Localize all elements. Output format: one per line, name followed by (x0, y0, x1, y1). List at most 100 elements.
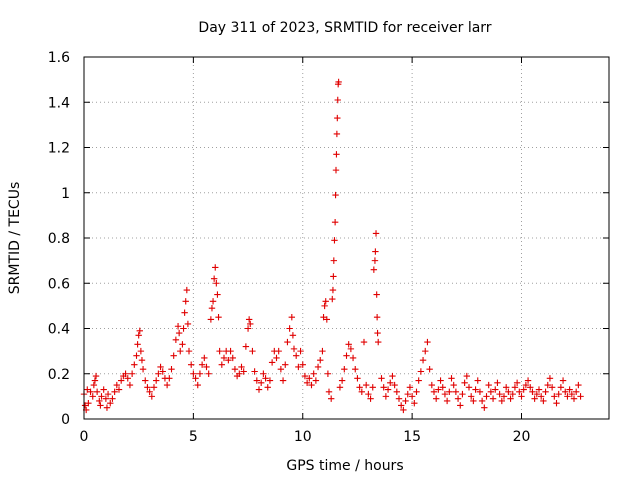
data-point (117, 377, 125, 384)
data-point (395, 395, 403, 402)
data-point (196, 370, 204, 377)
data-point (463, 372, 471, 380)
x-tick-label: 20 (513, 429, 531, 445)
data-point (142, 377, 149, 384)
data-point (323, 316, 331, 323)
data-point (100, 386, 107, 393)
data-point (535, 386, 543, 393)
data-point (483, 393, 490, 400)
data-point (331, 237, 338, 244)
data-point (454, 395, 462, 402)
y-tick-label: 0.4 (48, 322, 70, 338)
data-point (465, 384, 473, 391)
data-point (319, 347, 326, 355)
data-point (380, 384, 387, 391)
data-point (214, 291, 221, 298)
data-point (229, 354, 236, 362)
data-point (564, 393, 571, 400)
data-point (335, 78, 342, 86)
data-point (372, 230, 380, 237)
data-point (115, 386, 123, 393)
y-tick-label: 0.2 (48, 367, 70, 383)
data-point (207, 316, 215, 323)
data-point (268, 359, 276, 366)
data-point (441, 390, 449, 398)
data-point (97, 402, 104, 409)
data-point (277, 366, 285, 373)
data-point (540, 397, 547, 405)
data-point (367, 395, 374, 402)
data-point (327, 395, 335, 402)
data-point (428, 381, 436, 389)
data-point (435, 386, 442, 393)
data-point (81, 402, 89, 409)
data-point (529, 388, 536, 396)
data-point (542, 388, 549, 396)
data-point (370, 266, 378, 273)
data-point (570, 395, 578, 402)
data-point (310, 370, 317, 377)
data-point (413, 388, 420, 396)
data-point (289, 332, 297, 339)
data-point (201, 354, 208, 362)
data-points (80, 78, 584, 414)
y-tick-label: 1.2 (48, 141, 70, 157)
data-point (96, 397, 103, 405)
data-point (295, 363, 302, 371)
data-point (282, 361, 289, 368)
data-point (333, 130, 341, 138)
data-point (168, 366, 175, 373)
data-point (572, 388, 580, 396)
data-point (163, 381, 171, 389)
data-point (485, 381, 492, 389)
data-point (231, 366, 239, 373)
data-point (266, 377, 274, 384)
data-point (378, 375, 385, 382)
data-point (227, 347, 234, 355)
data-point (356, 384, 363, 391)
data-point (336, 384, 344, 391)
data-point (203, 363, 210, 371)
data-point (492, 386, 499, 393)
data-point (452, 388, 460, 396)
data-point (262, 375, 269, 382)
data-point (324, 370, 332, 377)
data-point (301, 372, 309, 380)
data-point (415, 377, 422, 384)
data-point (352, 366, 359, 373)
data-point (509, 390, 516, 398)
data-point (384, 386, 392, 393)
data-point (90, 381, 98, 389)
data-point (417, 368, 425, 375)
data-point (124, 375, 131, 382)
data-point (358, 388, 366, 396)
data-point (374, 329, 381, 337)
data-point (247, 320, 254, 328)
data-point (194, 381, 201, 389)
data-point (208, 304, 216, 312)
data-point (343, 352, 350, 359)
data-point (537, 393, 545, 400)
data-point (284, 338, 291, 346)
data-point (312, 377, 320, 384)
data-point (240, 368, 247, 375)
data-point (520, 386, 527, 393)
data-point (461, 379, 468, 386)
data-point (404, 390, 411, 398)
data-point (481, 404, 488, 411)
y-tick-label: 0 (61, 412, 70, 428)
data-point (371, 257, 379, 264)
data-point (245, 316, 253, 323)
data-point (320, 313, 327, 321)
data-point (516, 388, 523, 396)
data-point (107, 399, 114, 407)
data-point (397, 402, 405, 409)
data-point (559, 377, 567, 384)
data-point (408, 393, 416, 400)
data-point (155, 370, 162, 377)
data-point (177, 347, 184, 355)
data-point (330, 273, 337, 280)
data-point (275, 347, 282, 355)
data-point (144, 384, 151, 391)
y-tick-label: 1.4 (48, 95, 70, 111)
